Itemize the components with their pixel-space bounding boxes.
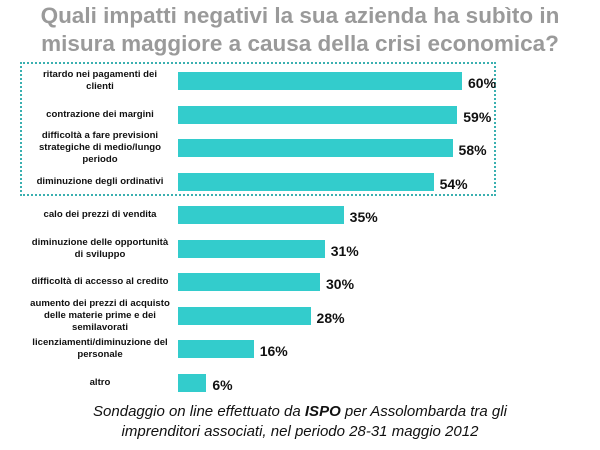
bar (178, 72, 462, 90)
value-label: 31% (330, 242, 359, 259)
top-four-highlight-box (20, 62, 496, 196)
value-label: 28% (316, 309, 345, 326)
chart-title: Quali impatti negativi la sua azienda ha… (0, 2, 600, 58)
bar (178, 105, 458, 124)
value-label: 35% (349, 209, 378, 225)
bar (178, 273, 320, 291)
title-line: misura maggiore a causa della crisi econ… (41, 31, 559, 56)
title-line: Quali impatti negativi la sua azienda ha… (40, 3, 560, 28)
bar (178, 239, 325, 258)
bar (178, 340, 254, 358)
category-label: ritardo nei pagamenti dei clienti (42, 69, 158, 92)
footer-brand: ISPO (304, 403, 341, 420)
bar (178, 206, 344, 224)
value-label: 58% (458, 142, 487, 158)
value-label: 60% (468, 75, 497, 91)
footer-text: Sondaggio on line effettuato da (93, 403, 305, 420)
value-label: 54% (439, 175, 468, 192)
category-label: calo dei prezzi di vendita (43, 209, 157, 220)
category-label: diminuzione degli ordinativi (36, 175, 164, 187)
value-label: 16% (259, 343, 288, 359)
value-label: 30% (326, 276, 355, 292)
category-label: aumento dei prezzi di acquisto delle mat… (30, 297, 170, 333)
bar (178, 172, 434, 191)
category-label: difficoltà a fare previsioni strategiche… (38, 130, 162, 165)
category-label: contrazione dei margini (46, 108, 154, 120)
value-label: 6% (212, 376, 233, 393)
footer-text: imprenditori associati, nel periodo 28-3… (121, 423, 479, 440)
bar (178, 306, 311, 325)
category-label: diminuzione delle opportunità di svilupp… (31, 236, 169, 260)
bar (178, 373, 207, 392)
value-label: 59% (463, 108, 492, 125)
bar (178, 139, 453, 157)
category-label: altro (89, 376, 111, 388)
footer-note: Sondaggio on line effettuato da ISPO per… (0, 402, 600, 442)
category-label: difficoltà di accesso al credito (31, 276, 169, 287)
category-label: licenziamenti/diminuzione del personale (32, 337, 168, 360)
footer-text: per Assolombarda tra gli (340, 403, 507, 420)
